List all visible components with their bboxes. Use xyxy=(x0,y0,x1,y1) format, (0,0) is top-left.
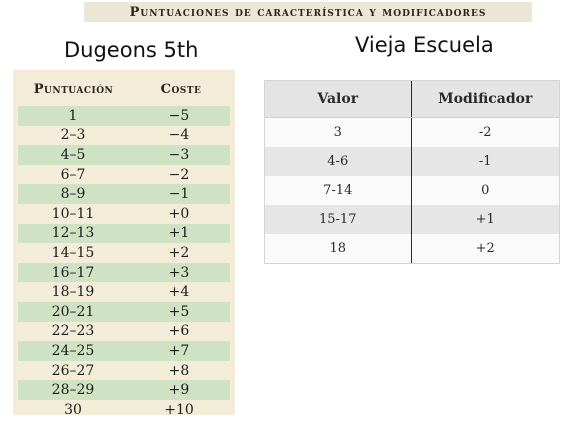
value-cell: 15-17 xyxy=(265,205,412,234)
cost-cell: +7 xyxy=(168,342,190,359)
table-row: 28–29 +9 xyxy=(18,380,230,400)
table-row: 4–5 −3 xyxy=(18,145,230,165)
modifier-cell: -1 xyxy=(478,154,492,169)
table-row: 7-14 0 xyxy=(265,176,559,205)
cost-cell: +1 xyxy=(168,225,190,242)
table-row: 10–11 +0 xyxy=(18,204,230,224)
value-cell: 4-6 xyxy=(265,147,412,176)
score-cell: 6–7 xyxy=(60,166,86,183)
score-cell: 10–11 xyxy=(51,205,95,222)
cost-cell: −1 xyxy=(168,186,190,203)
cost-cell: −4 xyxy=(168,127,190,144)
cost-cell: +6 xyxy=(168,323,190,340)
page-banner-title: Puntuaciones de característica y modific… xyxy=(84,2,532,22)
score-cell: 8–9 xyxy=(60,186,86,203)
score-cell: 20–21 xyxy=(51,303,95,320)
table-row: 8–9 −1 xyxy=(18,184,230,204)
modifier-cell: -2 xyxy=(478,125,492,140)
table-row: 4-6 -1 xyxy=(265,147,559,176)
score-cell: 14–15 xyxy=(51,244,95,261)
score-cell: 2–3 xyxy=(60,127,86,144)
cost-cell: +0 xyxy=(168,205,190,222)
score-cell: 26–27 xyxy=(51,362,95,379)
table-row: 14–15 +2 xyxy=(18,243,230,263)
score-cell: 22–23 xyxy=(51,323,95,340)
table-row: 20–21 +5 xyxy=(18,301,230,322)
table-row: 18 +2 xyxy=(265,234,559,263)
table-row: 30 +10 xyxy=(18,400,230,420)
cost-cell: +10 xyxy=(164,401,194,418)
cost-cell: +3 xyxy=(168,264,190,281)
dnd5e-heading: Dugeons 5th xyxy=(64,38,199,62)
old-school-table: Valor Modificador 3 -2 4-6 -1 7-14 0 15-… xyxy=(264,80,560,264)
table-row: 3 -2 xyxy=(265,118,559,147)
table-row: 18–19 +4 xyxy=(18,282,230,302)
modifier-cell: 0 xyxy=(481,183,490,198)
cost-cell: +8 xyxy=(168,362,190,379)
cost-cell: +5 xyxy=(168,303,190,320)
table-row: 16–17 +3 xyxy=(18,262,230,283)
column-header-value: Valor xyxy=(265,81,412,117)
old-school-table-header: Valor Modificador xyxy=(265,81,559,118)
score-cell: 24–25 xyxy=(51,342,95,359)
score-cell: 12–13 xyxy=(51,225,95,242)
value-cell: 7-14 xyxy=(265,176,412,205)
score-cell: 18–19 xyxy=(51,284,95,301)
cost-cell: −5 xyxy=(168,107,190,124)
value-cell: 3 xyxy=(265,118,412,147)
score-cell: 1 xyxy=(68,107,78,124)
cost-cell: −2 xyxy=(168,166,190,183)
score-cell: 30 xyxy=(64,401,82,418)
table-row: 12–13 +1 xyxy=(18,223,230,244)
cost-cell: +2 xyxy=(168,244,190,261)
table-row: 26–27 +8 xyxy=(18,361,230,381)
score-cell: 4–5 xyxy=(60,146,86,163)
dnd5e-table-body: 1 −5 2–3 −4 4–5 −3 6–7 −2 8–9 −1 10–11 +0 12–1… xyxy=(18,106,230,420)
table-row: 15-17 +1 xyxy=(265,205,559,234)
column-header-cost: Coste xyxy=(160,81,202,97)
dnd5e-table-header: Puntuación Coste xyxy=(13,78,235,100)
column-header-score: Puntuación xyxy=(33,81,114,97)
table-row: 1 −5 xyxy=(18,106,230,126)
dnd5e-table: Puntuación Coste 1 −5 2–3 −4 4–5 −3 6–7 −2 8… xyxy=(13,70,235,418)
modifier-cell: +1 xyxy=(475,212,495,227)
cost-cell: −3 xyxy=(168,146,190,163)
score-cell: 28–29 xyxy=(51,382,95,399)
table-row: 24–25 +7 xyxy=(18,341,230,361)
table-row: 2–3 −4 xyxy=(18,126,230,146)
modifier-cell: +2 xyxy=(475,241,495,256)
table-row: 6–7 −2 xyxy=(18,165,230,185)
cost-cell: +4 xyxy=(168,284,190,301)
value-cell: 18 xyxy=(265,234,412,263)
old-school-heading: Vieja Escuela xyxy=(355,33,494,57)
cost-cell: +9 xyxy=(168,382,190,399)
score-cell: 16–17 xyxy=(51,264,95,281)
table-row: 22–23 +6 xyxy=(18,322,230,342)
column-header-modifier: Modificador xyxy=(438,91,533,107)
